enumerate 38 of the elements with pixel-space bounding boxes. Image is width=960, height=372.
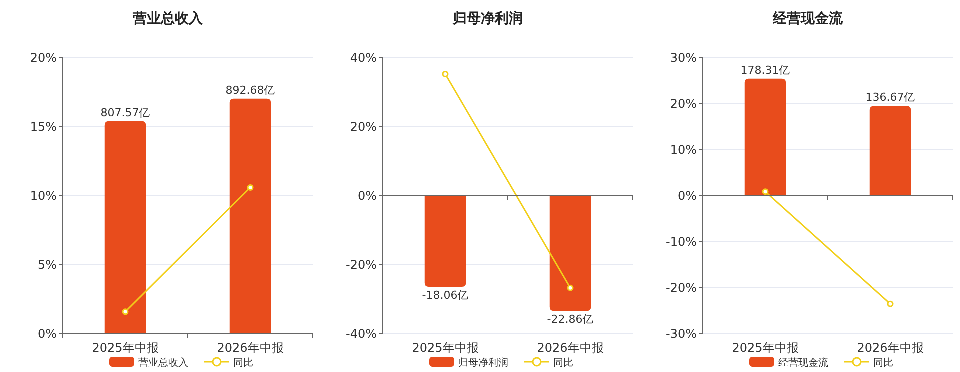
y-tick-label: 40% (350, 51, 377, 65)
y-tick-label: -30% (666, 327, 697, 341)
legend-label: 营业总收入 (138, 357, 188, 369)
x-tick-label: 2025年中报 (732, 341, 799, 355)
x-tick-label: 2026年中报 (857, 341, 924, 355)
y-tick-label: -10% (666, 235, 697, 249)
legend-label: 经营现金流 (778, 357, 828, 369)
y-tick-label: -20% (666, 281, 697, 295)
chart-title: 营业总收入 (132, 11, 204, 27)
legend-label: 同比 (874, 357, 894, 369)
y-tick-label: 20% (350, 120, 377, 134)
y-tick-label: 5% (38, 258, 57, 272)
y-tick-label: -40% (346, 327, 377, 341)
y-tick-label: 0% (358, 189, 377, 203)
legend-label: 同比 (234, 357, 254, 369)
data-label: 807.57亿 (100, 106, 150, 120)
legend-label: 归母净利润 (458, 357, 508, 369)
y-tick-label: 20% (670, 97, 697, 111)
y-tick-label: 10% (670, 143, 697, 157)
data-label: -18.06亿 (422, 288, 469, 302)
data-label: -22.86亿 (547, 313, 594, 326)
data-label: 178.31亿 (740, 64, 790, 77)
data-label: 892.68亿 (226, 84, 276, 97)
x-tick-label: 2026年中报 (537, 341, 604, 355)
y-tick-label: 20% (30, 51, 57, 65)
y-tick-label: 15% (30, 120, 57, 134)
x-tick-label: 2026年中报 (217, 341, 284, 355)
x-tick-label: 2025年中报 (412, 341, 479, 355)
chart-title: 归母净利润 (452, 10, 523, 27)
y-tick-label: 0% (678, 189, 697, 203)
y-tick-label: 30% (670, 51, 697, 65)
x-tick-label: 2025年中报 (92, 341, 159, 355)
data-label: 136.67亿 (866, 91, 916, 104)
chart-title: 经营现金流 (772, 10, 844, 27)
legend-label: 同比 (554, 357, 574, 369)
y-tick-label: 0% (38, 327, 57, 341)
y-tick-label: 10% (30, 189, 57, 203)
y-tick-label: -20% (346, 258, 377, 272)
